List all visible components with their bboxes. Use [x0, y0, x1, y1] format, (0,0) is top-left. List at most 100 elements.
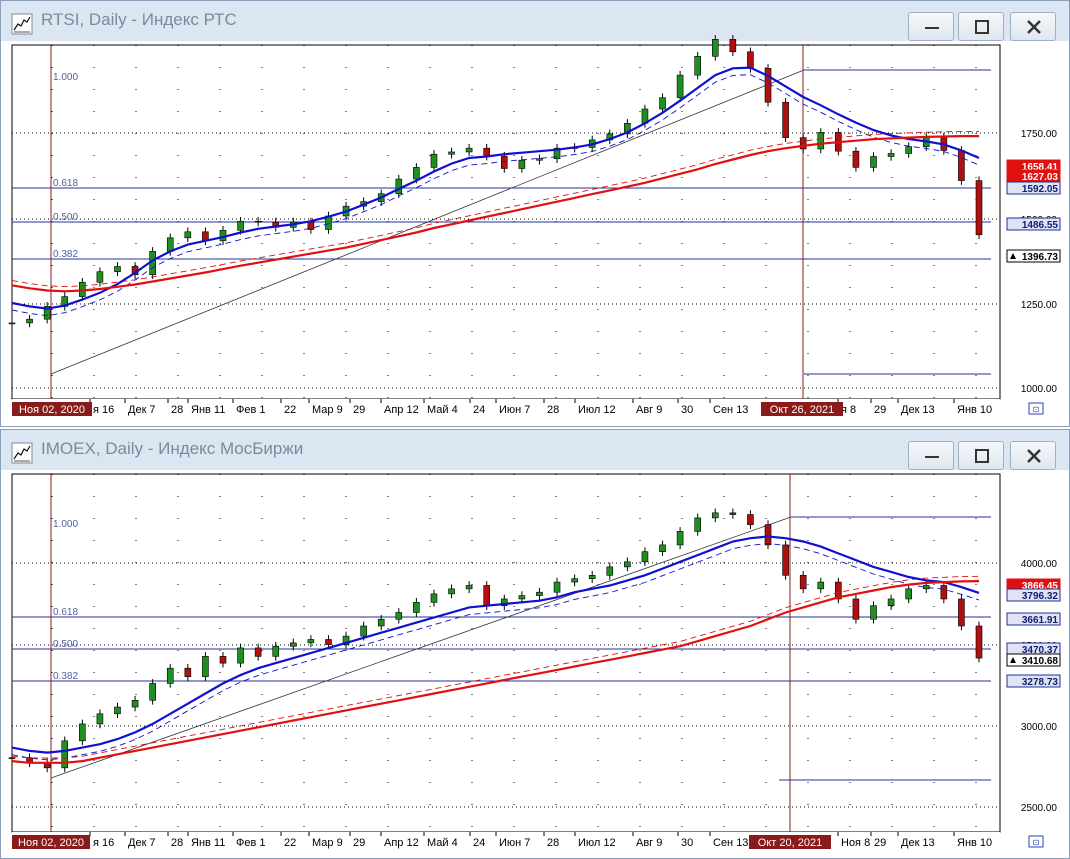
date-marker-label: Ноя 02, 2020: [19, 404, 85, 416]
price-chart[interactable]: 1.0000.6180.5000.3822500.003000.003500.0…: [1, 430, 1069, 858]
candle-body: [395, 178, 403, 195]
window-title: IMOEX, Daily - Индекс МосБиржи: [41, 439, 304, 458]
time-axis-label: Дек 13: [901, 404, 935, 416]
price-tag: [1006, 249, 1061, 263]
candle-body: [254, 220, 262, 223]
close-button[interactable]: [1010, 12, 1056, 41]
chart-window-rtsi[interactable]: RTSI, Daily - Индекс РТС 1.000 0.618 0.500…: [0, 0, 1070, 427]
candle-body: [694, 55, 701, 76]
candle-body: [272, 645, 280, 657]
minimize-button[interactable]: [908, 441, 954, 470]
candle-body: [975, 180, 983, 236]
time-axis-label: Июн 7: [499, 404, 530, 416]
candle-body: [395, 612, 403, 620]
window-titlebar[interactable]: IMOEX, Daily - Индекс МосБиржи: [1, 430, 1069, 470]
candle-body: [8, 757, 16, 759]
candle-body: [799, 137, 807, 150]
candle-body: [430, 153, 438, 168]
price-tag-label: 3866.45: [1022, 581, 1059, 592]
candle-body: [26, 318, 33, 324]
time-axis-label: Ноя 8: [841, 837, 870, 849]
candle-body: [606, 566, 614, 576]
candle-body: [465, 585, 473, 590]
window-titlebar[interactable]: RTSI, Daily - Индекс РТС: [1, 1, 1069, 41]
fib-level-label: 0.382: [53, 249, 78, 260]
chart-window-icon: [11, 13, 33, 35]
price-chart[interactable]: 1.0000.6180.5000.3821000.001250.001500.0…: [1, 1, 1069, 426]
candle-body: [729, 512, 737, 515]
candle-body: [184, 231, 192, 239]
candle-body: [166, 237, 174, 252]
candle-body: [905, 588, 912, 600]
candle-body: [114, 706, 121, 715]
time-axis-label: Июн 7: [499, 837, 530, 849]
ma-slow-dashed-line: [11, 130, 979, 288]
minimize-button[interactable]: [908, 12, 954, 41]
up-triangle-icon: [1010, 253, 1016, 259]
scale-toggle-icon: ⊡: [1033, 405, 1040, 414]
candle-body: [413, 167, 420, 180]
candle-body: [553, 581, 561, 593]
ma-fast-line: [11, 66, 980, 310]
candle-body: [360, 625, 367, 637]
time-axis-label: 30: [681, 404, 693, 416]
candle-body: [817, 132, 825, 150]
chart-window-icon: [11, 442, 33, 464]
candle-body: [430, 593, 438, 603]
candle-body: [817, 581, 825, 590]
maximize-button[interactable]: [958, 441, 1004, 470]
candle-body: [536, 158, 543, 161]
time-axis-label: 24: [473, 404, 485, 416]
time-axis-label: 28: [547, 404, 559, 416]
candle-body: [782, 101, 789, 138]
candle-body: [624, 123, 631, 135]
time-axis-label: Янв 10: [957, 404, 992, 416]
candle-body: [764, 524, 772, 546]
candle-body: [905, 146, 912, 154]
time-axis-label: 28: [171, 837, 183, 849]
candle-body: [149, 683, 156, 701]
close-button[interactable]: [1010, 441, 1056, 470]
candle-body: [413, 602, 420, 613]
chart-window-imoex[interactable]: IMOEX, Daily - Индекс МосБиржи 1.000 0.61…: [0, 429, 1070, 859]
candle-body: [659, 97, 666, 110]
candle-body: [624, 561, 631, 568]
fib-level-label: 0.618: [53, 607, 78, 618]
time-axis-label: Май 4: [427, 837, 458, 849]
date-marker-label: Окт 26, 2021: [770, 404, 834, 416]
candle-body: [43, 306, 51, 320]
candle-body: [747, 514, 754, 525]
candle-body: [131, 699, 139, 708]
scale-toggle-icon: ⊡: [1033, 838, 1040, 847]
price-tag: [1006, 217, 1061, 231]
candle-body: [483, 585, 491, 607]
maximize-button[interactable]: [958, 12, 1004, 41]
date-marker-label: Ноя 02, 2020: [18, 837, 84, 849]
minimize-icon: [925, 27, 939, 29]
price-axis-label: 1000.00: [1021, 384, 1058, 395]
candle-body: [588, 575, 596, 579]
candle-body: [448, 151, 455, 155]
candle-body: [553, 147, 561, 160]
time-axis-label: 29: [874, 404, 886, 416]
time-axis-label: я 16: [93, 404, 114, 416]
price-axis-label: 1750.00: [1021, 129, 1058, 140]
fib-level-label: 0.382: [53, 671, 78, 682]
time-axis-label: Дек 13: [901, 837, 935, 849]
trend-line: [50, 69, 805, 375]
time-axis-label: Фев 1: [236, 404, 266, 416]
candle-body: [887, 153, 895, 157]
time-axis-label: 29: [353, 837, 365, 849]
candle-body: [922, 585, 930, 590]
candle-body: [764, 68, 772, 103]
scale-toggle-button: [1028, 835, 1044, 848]
time-axis-label: 30: [681, 837, 693, 849]
price-axis-label: 1250.00: [1021, 300, 1058, 311]
price-tag: [1006, 612, 1061, 626]
time-axis-label: Сен 13: [713, 837, 748, 849]
candle-body: [465, 147, 473, 153]
time-axis-label: 22: [284, 837, 296, 849]
candle-body: [536, 591, 543, 596]
candle-body: [676, 74, 684, 99]
price-tag-label: 3410.68: [1022, 656, 1059, 667]
